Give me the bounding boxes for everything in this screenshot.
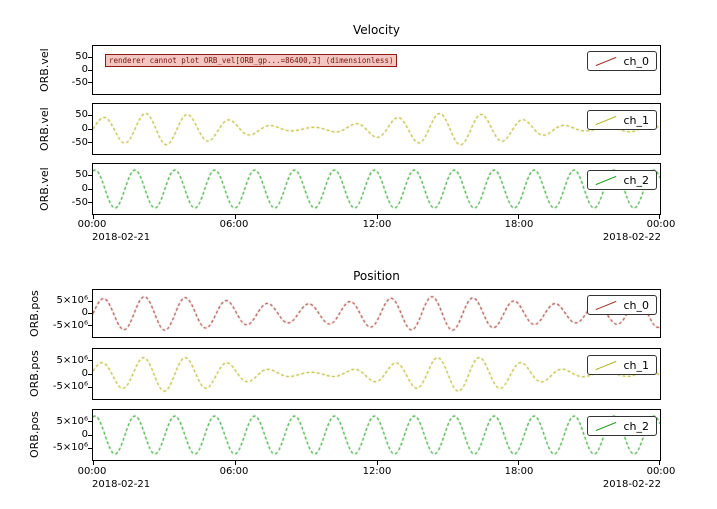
x-tick-mark <box>234 215 236 219</box>
ytick-label: 5×10⁶ <box>56 416 88 427</box>
xtick-label: 18:00 <box>504 219 534 230</box>
ytick-label: 0 <box>81 429 88 440</box>
x-tick-mark <box>659 461 660 465</box>
ytick-label: 50 <box>75 51 88 62</box>
x-tick-mark <box>518 461 520 465</box>
y-tick-mark <box>88 421 92 423</box>
ytick-label: 0 <box>81 183 88 194</box>
legend-label: ch_2 <box>623 173 649 187</box>
xtick-label: 12:00 <box>362 466 392 477</box>
ytick-label: -50 <box>71 77 88 88</box>
ytick-label: 0 <box>81 123 88 134</box>
xtick-label: 00:00 <box>77 219 107 230</box>
legend-position-ch0: ch_0 <box>587 295 657 315</box>
y-tick-mark <box>88 300 92 302</box>
x-tick-mark <box>376 461 378 465</box>
legend-velocity-ch0: ch_0 <box>587 51 657 71</box>
date-label-right: 2018-02-22 <box>602 232 661 243</box>
ylabel-velocity-ch0: ORB.vel <box>38 48 51 92</box>
legend-position-ch1: ch_1 <box>587 355 657 375</box>
x-tick-mark <box>93 215 94 219</box>
xtick-label: 00:00 <box>646 466 676 477</box>
legend-label: ch_2 <box>623 419 649 433</box>
legend-velocity-ch2: ch_2 <box>587 170 657 190</box>
ytick-label: 0 <box>81 307 88 318</box>
y-tick-mark <box>88 447 92 449</box>
render-error-message: renderer cannot plot ORB_vel[ORB_gp...=8… <box>105 54 398 67</box>
x-tick-mark <box>659 215 660 219</box>
legend-line-sample-ch0 <box>596 300 617 310</box>
ytick-label: -5×10⁶ <box>52 381 88 392</box>
xtick-label: 12:00 <box>362 219 392 230</box>
legend-line-sample-ch2 <box>596 421 617 431</box>
y-tick-mark <box>88 175 92 177</box>
velocity-title: Velocity <box>352 23 401 37</box>
ytick-label: -50 <box>71 137 88 148</box>
ytick-label: 0 <box>81 368 88 379</box>
ylabel-position-ch2: ORB.pos <box>28 411 41 459</box>
position-ch2-plot: ch_2 <box>88 409 661 465</box>
velocity-ch2-plot: ch_2 <box>88 163 661 219</box>
xtick-label: 18:00 <box>504 466 534 477</box>
x-tick-mark <box>234 461 236 465</box>
position-ch0-plot: ch_0 <box>88 289 661 338</box>
velocity-ch1-waveform <box>93 104 660 154</box>
ytick-label: -50 <box>71 197 88 208</box>
y-tick-mark <box>88 325 92 327</box>
velocity-ch2-waveform <box>93 164 660 214</box>
date-label-right: 2018-02-22 <box>602 479 661 490</box>
xtick-label: 00:00 <box>77 466 107 477</box>
legend-label: ch_0 <box>623 298 649 312</box>
y-tick-mark <box>88 373 92 375</box>
ytick-label: -5×10⁶ <box>52 442 88 453</box>
y-tick-mark <box>88 56 92 58</box>
legend-label: ch_0 <box>623 54 649 68</box>
ylabel-position-ch1: ORB.pos <box>28 350 41 398</box>
x-tick-mark <box>93 461 94 465</box>
date-label-left: 2018-02-21 <box>92 479 151 490</box>
position-title: Position <box>353 269 400 283</box>
y-tick-mark <box>88 128 92 130</box>
ytick-label: 5×10⁶ <box>56 295 88 306</box>
legend-position-ch2: ch_2 <box>587 416 657 436</box>
y-tick-mark <box>88 115 92 117</box>
velocity-ch0-plot: renderer cannot plot ORB_vel[ORB_gp...=8… <box>88 45 661 95</box>
y-tick-mark <box>88 141 92 143</box>
ylabel-velocity-ch1: ORB.vel <box>38 107 51 151</box>
xtick-label: 06:00 <box>219 219 249 230</box>
ylabel-position-ch0: ORB.pos <box>28 290 41 337</box>
position-ch1-plot: ch_1 <box>88 348 661 400</box>
y-tick-mark <box>88 360 92 362</box>
legend-label: ch_1 <box>623 358 649 372</box>
ytick-label: -5×10⁶ <box>52 320 88 331</box>
legend-line-sample-ch2 <box>596 175 617 185</box>
y-tick-mark <box>88 82 92 84</box>
position-ch2-waveform <box>93 410 660 460</box>
ytick-label: 0 <box>81 64 88 75</box>
y-tick-mark <box>88 201 92 203</box>
ytick-label: 50 <box>75 169 88 180</box>
legend-line-sample-ch1 <box>596 360 617 370</box>
y-tick-mark <box>88 434 92 436</box>
legend-line-sample-ch0 <box>596 56 617 66</box>
legend-line-sample-ch1 <box>596 115 617 125</box>
x-tick-mark <box>376 215 378 219</box>
y-tick-mark <box>88 313 92 314</box>
legend-velocity-ch1: ch_1 <box>587 110 657 130</box>
xtick-label: 06:00 <box>219 466 249 477</box>
date-label-left: 2018-02-21 <box>92 232 151 243</box>
ytick-label: 50 <box>75 109 88 120</box>
velocity-ch1-plot: ch_1 <box>88 103 661 155</box>
y-tick-mark <box>88 188 92 190</box>
ytick-label: 5×10⁶ <box>56 355 88 366</box>
position-ch1-waveform <box>93 349 660 399</box>
legend-label: ch_1 <box>623 113 649 127</box>
y-tick-mark <box>88 69 92 71</box>
xtick-label: 00:00 <box>646 219 676 230</box>
y-tick-mark <box>88 386 92 388</box>
x-tick-mark <box>518 215 520 219</box>
position-ch0-waveform <box>93 290 660 337</box>
ylabel-velocity-ch2: ORB.vel <box>38 167 51 211</box>
